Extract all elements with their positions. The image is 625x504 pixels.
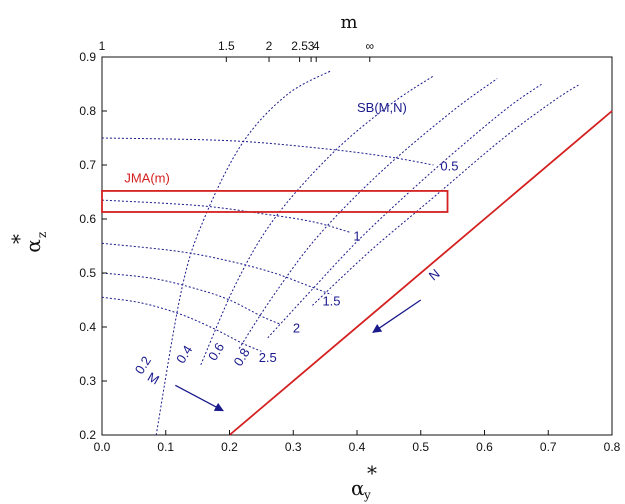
y-tick-label: 0.8 <box>79 104 96 118</box>
m-curve <box>238 78 498 349</box>
curve-layer <box>101 70 613 436</box>
y-axis-title: α <box>21 239 45 253</box>
n-curve <box>101 242 332 296</box>
n-curve <box>101 199 351 233</box>
top-tick-label: 2.5 <box>291 39 308 53</box>
y-tick-label: 0.4 <box>79 320 96 334</box>
y-axis-title-group: αz * <box>7 232 49 253</box>
y-tick-label: 0.9 <box>79 50 96 64</box>
y-axis-subscript: z <box>35 232 49 238</box>
top-tick-label: 4 <box>313 39 320 53</box>
m-curve <box>155 70 332 436</box>
top-tick-label: 1.5 <box>218 39 235 53</box>
x-tick-label: 0.1 <box>157 440 174 454</box>
n-arrow-label: N <box>426 266 443 284</box>
x-tick-label: 0.4 <box>349 440 366 454</box>
jma-box <box>101 190 449 213</box>
m-arrow-label: M <box>145 369 162 387</box>
n-curve-label: 1.5 <box>322 293 340 308</box>
m-curve <box>312 83 581 306</box>
n-curve <box>101 137 434 166</box>
top-tick-label: ∞ <box>365 39 374 53</box>
m-curve-label: 0.4 <box>173 343 195 366</box>
y-tick-label: 0.2 <box>79 428 96 442</box>
x-axis-title: α <box>351 476 365 500</box>
x-axis-subscript: y <box>363 488 371 502</box>
n-curve <box>101 272 281 325</box>
sb-label: SB(M,N) <box>357 100 407 115</box>
boundary-line <box>228 110 613 436</box>
m-curve <box>267 83 543 339</box>
y-tick-label: 0.5 <box>79 266 96 280</box>
m-arrow <box>175 384 224 412</box>
x-tick-label: 0.8 <box>604 440 621 454</box>
n-curve-label: 0.5 <box>440 158 458 173</box>
top-tick-label: 3 <box>308 39 315 53</box>
x-tick-label: 0.3 <box>285 440 302 454</box>
x-axis-superscript: * <box>367 461 377 485</box>
n-curve-label: 2 <box>293 320 300 335</box>
m-curve <box>200 75 434 366</box>
top-tick-label: 1 <box>99 39 106 53</box>
top-tick-label: 2 <box>266 39 273 53</box>
x-tick-label: 0.0 <box>94 440 111 454</box>
x-tick-label: 0.7 <box>540 440 557 454</box>
x-tick-label: 0.5 <box>412 440 429 454</box>
m-curve-label: 0.6 <box>205 340 227 363</box>
label-layer: JMA(m)SB(M,N)0.511.522.50.2 0.4 0.6 0.8MN <box>124 100 458 412</box>
y-tick-label: 0.6 <box>79 212 96 226</box>
n-curve-label: 2.5 <box>259 350 277 365</box>
top-axis-title: m <box>340 12 357 33</box>
y-tick-label: 0.7 <box>79 158 96 172</box>
m-curve-label: 0.8 <box>230 345 252 368</box>
x-tick-label: 0.6 <box>476 440 493 454</box>
n-curve-label: 1 <box>353 229 360 244</box>
axes-layer: 0.0 0.1 0.2 0.3 0.4 0.5 0.6 0.7 0.8 0.2 0.3 0.4 0.5 0… <box>7 12 621 502</box>
y-axis-superscript: * <box>7 234 31 244</box>
jma-label: JMA(m) <box>124 170 170 185</box>
n-arrow <box>372 299 422 333</box>
y-tick-label: 0.3 <box>79 374 96 388</box>
x-tick-label: 0.2 <box>221 440 238 454</box>
